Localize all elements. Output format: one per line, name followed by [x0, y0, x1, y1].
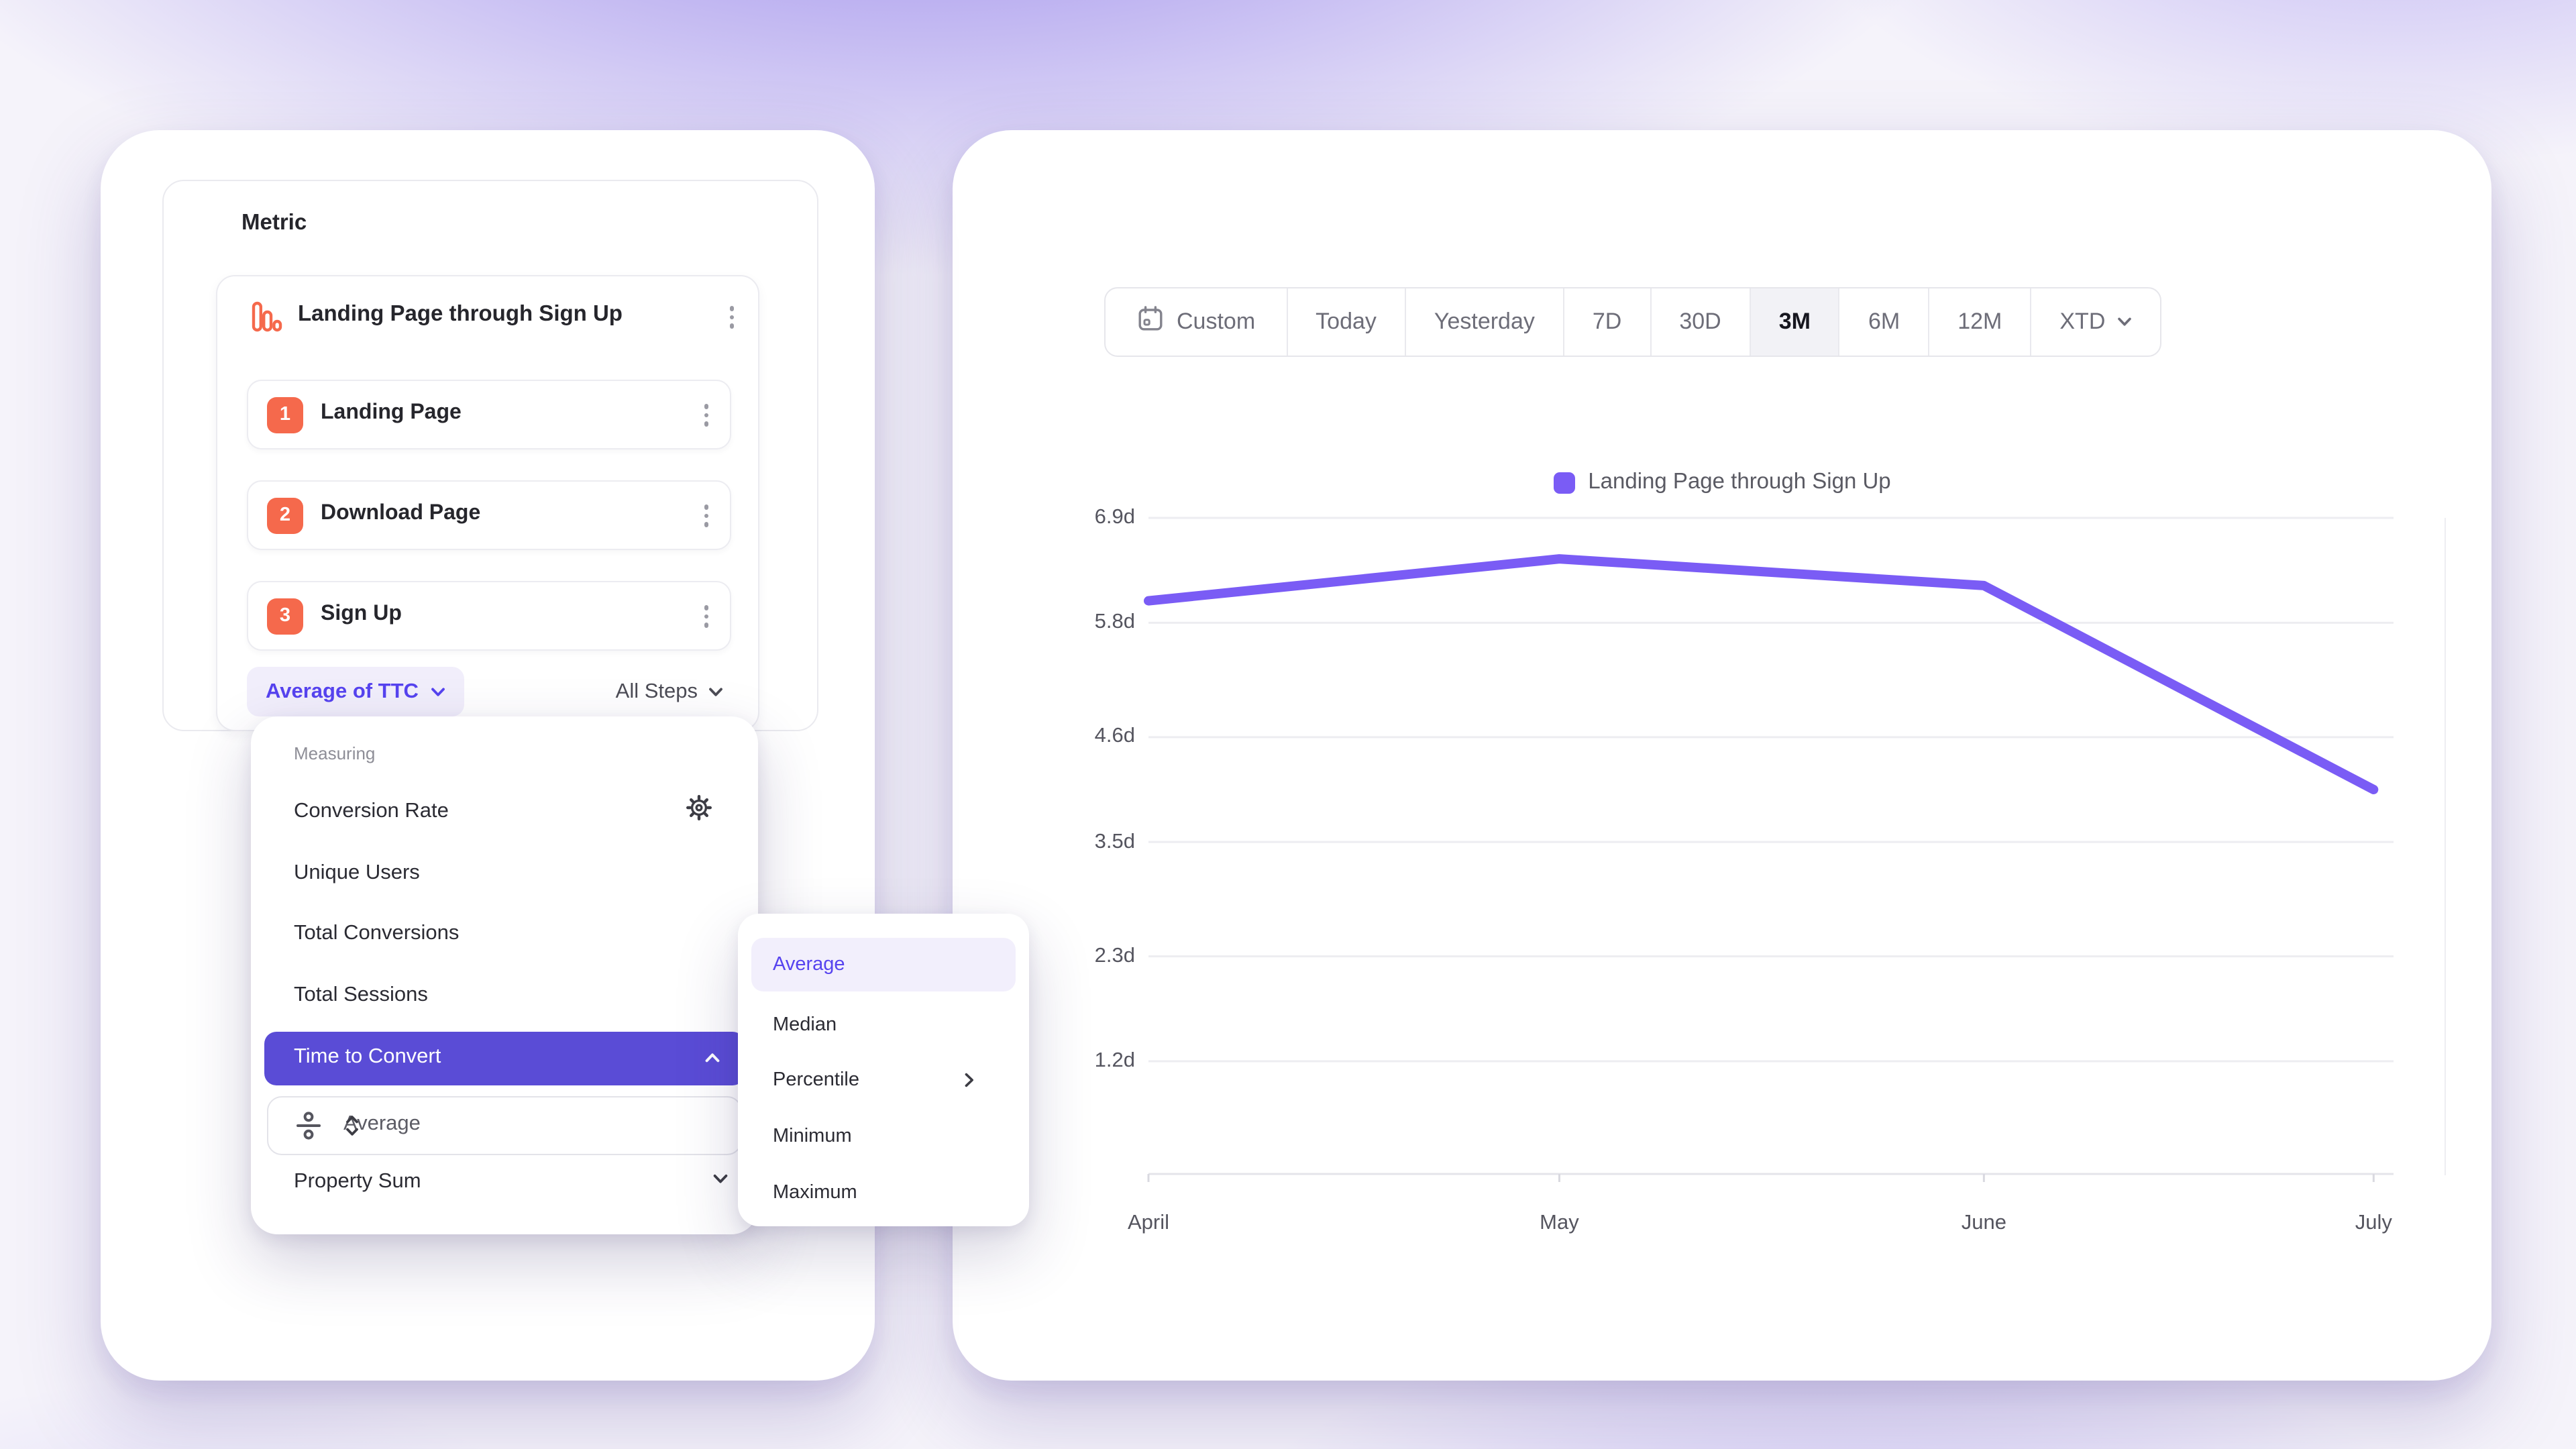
menu-item-total-sessions[interactable]: Total Sessions: [294, 983, 428, 1006]
calendar-icon: [1136, 305, 1165, 339]
range-option-yesterday[interactable]: Yesterday: [1404, 288, 1563, 356]
measuring-section-label: Measuring: [294, 743, 376, 763]
y-axis-tick-label: 3.5d: [1094, 830, 1135, 853]
submenu-item-maximum[interactable]: Maximum: [773, 1182, 857, 1203]
y-axis-tick-label: 4.6d: [1094, 724, 1135, 748]
funnel-kebab-menu-icon[interactable]: [724, 301, 739, 333]
submenu-item-percentile[interactable]: Percentile: [751, 1057, 1016, 1103]
line-chart-plot-area: [1144, 517, 2394, 1237]
range-option-3m[interactable]: 3M: [1749, 288, 1839, 356]
funnel-title: Landing Page through Sign Up: [298, 302, 623, 326]
y-axis-tick-label: 2.3d: [1094, 944, 1135, 967]
x-axis-tick-label: April: [1127, 1212, 1170, 1234]
step-number-badge: 3: [267, 598, 303, 634]
menu-item-property-sum[interactable]: Property Sum: [294, 1170, 421, 1193]
menu-item-unique-users[interactable]: Unique Users: [294, 861, 420, 884]
gear-icon[interactable]: [686, 794, 712, 828]
chart-card: Custom Today Yesterday 7D 30D 3M 6M 12M …: [953, 130, 2491, 1381]
menu-item-total-conversions[interactable]: Total Conversions: [294, 922, 460, 945]
metric-panel: Metric Landing Page through Sign Up 1: [162, 180, 818, 731]
divide-average-icon: [292, 1110, 325, 1148]
menu-item-time-to-convert-selected[interactable]: Time to Convert: [264, 1032, 745, 1085]
funnel-bars-icon: [250, 299, 284, 341]
range-option-custom[interactable]: Custom: [1106, 288, 1286, 356]
x-axis-tick-label: July: [2355, 1212, 2392, 1234]
step-label: Sign Up: [321, 602, 402, 625]
funnel-definition-card: Landing Page through Sign Up 1 Landing P…: [216, 275, 759, 731]
menu-item-conversion-rate[interactable]: Conversion Rate: [294, 800, 449, 822]
funnel-step-row[interactable]: 3 Sign Up: [247, 581, 731, 651]
up-down-stepper-icon: [343, 1112, 722, 1146]
submenu-item-average[interactable]: Average: [751, 938, 1016, 991]
submenu-item-median[interactable]: Median: [773, 1014, 837, 1036]
step-label: Download Page: [321, 502, 481, 525]
plot-right-border: [2445, 518, 2446, 1175]
measurement-value: Average of TTC: [266, 680, 419, 702]
ttc-aggregation-select[interactable]: Average: [267, 1096, 742, 1155]
date-range-selector: Custom Today Yesterday 7D 30D 3M 6M 12M …: [1104, 287, 2162, 357]
chevron-up-icon: [705, 1053, 720, 1063]
step-number-badge: 1: [267, 396, 303, 433]
funnel-header: Landing Page through Sign Up: [217, 290, 758, 343]
range-option-12m[interactable]: 12M: [1928, 288, 2030, 356]
funnel-step-row[interactable]: 1 Landing Page: [247, 380, 731, 449]
legend-color-swatch: [1553, 472, 1575, 493]
chevron-down-icon: [709, 687, 722, 696]
range-option-today[interactable]: Today: [1286, 288, 1405, 356]
aggregation-submenu: Average Median Percentile Minimum Maximu…: [738, 914, 1029, 1226]
range-option-7d[interactable]: 7D: [1562, 288, 1650, 356]
range-option-xtd[interactable]: XTD: [2030, 288, 2160, 356]
measuring-dropdown-menu: Measuring Conversion Rate Unique Users T…: [251, 716, 758, 1234]
chevron-down-icon: [2118, 317, 2132, 326]
range-option-6m[interactable]: 6M: [1838, 288, 1928, 356]
step-kebab-menu-icon[interactable]: [698, 398, 714, 431]
selected-item-label: Time to Convert: [294, 1045, 441, 1068]
funnel-footer: Average of TTC All Steps: [217, 667, 758, 720]
chevron-down-icon: [712, 1173, 729, 1185]
steps-scope-dropdown-button[interactable]: All Steps: [616, 667, 723, 716]
chevron-right-icon: [963, 1072, 975, 1093]
submenu-item-minimum[interactable]: Minimum: [773, 1126, 852, 1147]
metric-card: Metric Landing Page through Sign Up 1: [101, 130, 875, 1381]
step-number-badge: 2: [267, 497, 303, 533]
chevron-down-icon: [431, 687, 445, 696]
y-axis-tick-label: 6.9d: [1094, 506, 1135, 529]
step-kebab-menu-icon[interactable]: [698, 499, 714, 532]
steps-scope-value: All Steps: [615, 680, 698, 702]
y-axis-tick-label: 1.2d: [1094, 1049, 1135, 1072]
x-axis-tick-label: June: [1961, 1212, 2006, 1234]
funnel-step-row[interactable]: 2 Download Page: [247, 480, 731, 550]
chart-legend: Landing Page through Sign Up: [953, 470, 2491, 495]
step-kebab-menu-icon[interactable]: [698, 600, 714, 633]
x-axis-tick-label: May: [1540, 1212, 1579, 1234]
y-axis-tick-label: 5.8d: [1094, 610, 1135, 634]
legend-series-label: Landing Page through Sign Up: [1588, 470, 1891, 494]
measurement-dropdown-button[interactable]: Average of TTC: [247, 667, 464, 716]
step-label: Landing Page: [321, 401, 462, 424]
y-axis-labels: 6.9d 5.8d 4.6d 3.5d 2.3d 1.2d: [1028, 506, 1135, 1081]
range-option-30d[interactable]: 30D: [1650, 288, 1749, 356]
metric-panel-title: Metric: [241, 211, 307, 235]
line-chart-svg: [1144, 517, 2394, 1182]
x-axis-labels: April May June July: [1128, 1212, 2394, 1244]
